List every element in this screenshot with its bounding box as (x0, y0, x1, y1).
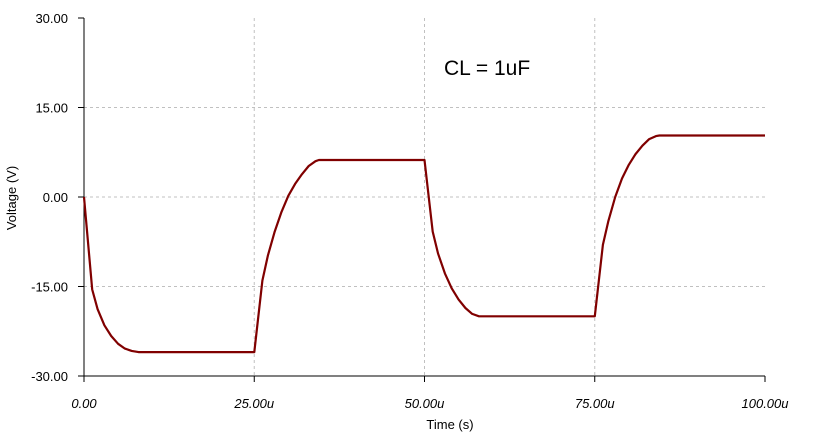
chart-annotation: CL = 1uF (444, 57, 530, 80)
x-tick-label: 100.00u (742, 396, 789, 411)
x-tick-label: 75.00u (575, 396, 615, 411)
x-tick-label: 50.00u (405, 396, 445, 411)
axes (78, 17, 766, 382)
y-tick-label: -30.00 (31, 369, 68, 384)
grid (84, 18, 765, 376)
x-tick-label: 25.00u (233, 396, 274, 411)
y-tick-label: -15.00 (31, 280, 68, 295)
series (82, 134, 765, 354)
x-axis-title: Time (s) (426, 417, 473, 432)
x-tick-label: 0.00 (71, 396, 97, 411)
series-line (82, 134, 765, 354)
y-axis-title: Voltage (V) (4, 166, 19, 230)
y-tick-label: 0.00 (43, 190, 68, 205)
y-tick-label: 15.00 (35, 101, 68, 116)
y-tick-label: 30.00 (35, 11, 68, 26)
